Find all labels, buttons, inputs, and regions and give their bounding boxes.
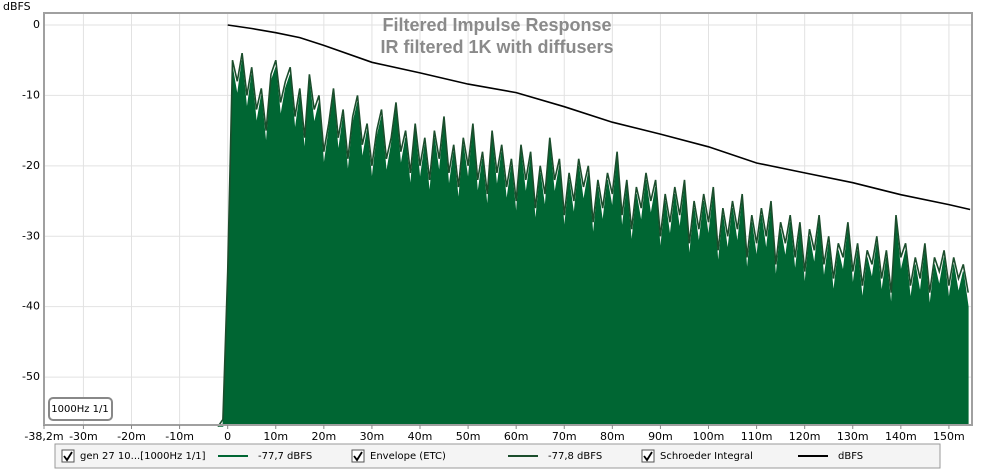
x-tick-label: 100m <box>693 430 725 443</box>
x-tick-label: 140m <box>885 430 917 443</box>
x-tick-label: -30m <box>69 430 98 443</box>
series-line <box>217 52 969 427</box>
legend-name: gen 27 10...[1000Hz 1/1] <box>80 451 206 462</box>
x-tick-label: 90m <box>648 430 673 443</box>
legend-name: Schroeder Integral <box>660 451 753 462</box>
x-tick-label: 150m <box>933 430 965 443</box>
chart-title: Filtered Impulse Response <box>382 15 611 35</box>
x-tick-label: 80m <box>600 430 625 443</box>
plot-area <box>43 13 972 427</box>
x-tick-label: 30m <box>360 430 385 443</box>
x-tick-label: 110m <box>741 430 773 443</box>
legend <box>54 443 941 469</box>
y-tick-label: 0 <box>33 18 40 31</box>
y-tick-label: -10 <box>22 88 40 101</box>
x-tick-label: 20m <box>311 430 336 443</box>
y-tick-label: -20 <box>22 159 40 172</box>
x-tick-label: 10m <box>263 430 288 443</box>
x-tick-label: 50m <box>456 430 481 443</box>
chart-subtitle: IR filtered 1K with diffusers <box>380 37 613 57</box>
x-tick-label: 120m <box>789 430 821 443</box>
filter-label: 1000Hz 1/1 <box>51 404 109 415</box>
x-tick-label: 60m <box>504 430 529 443</box>
legend-name: Envelope (ETC) <box>370 451 446 462</box>
y-tick-label: -30 <box>22 229 40 242</box>
impulse-area <box>217 60 969 427</box>
x-tick-label: 0 <box>224 430 231 443</box>
legend-value: dBFS <box>838 451 863 462</box>
y-tick-label: -40 <box>22 300 40 313</box>
legend-checkbox <box>351 449 365 463</box>
legend-check <box>643 451 653 462</box>
plot-frame <box>43 12 973 426</box>
y-tick-label: -50 <box>22 370 40 383</box>
y-axis-label: dBFS <box>3 0 31 13</box>
legend-checkbox <box>641 449 655 463</box>
x-tick-label: 130m <box>837 430 869 443</box>
legend-checkbox <box>61 449 75 463</box>
x-tick-label: 40m <box>408 430 433 443</box>
x-tick-label: 70m <box>552 430 577 443</box>
x-tick-label: -10m <box>165 430 194 443</box>
legend-check <box>63 451 73 462</box>
legend-check <box>353 451 363 462</box>
legend-value: -77,8 dBFS <box>548 451 602 462</box>
series-line <box>227 24 971 211</box>
x-tick-label: -20m <box>117 430 146 443</box>
filter-box <box>48 397 113 421</box>
legend-value: -77,7 dBFS <box>258 451 312 462</box>
x-tick-label: -38,2m <box>24 430 63 443</box>
